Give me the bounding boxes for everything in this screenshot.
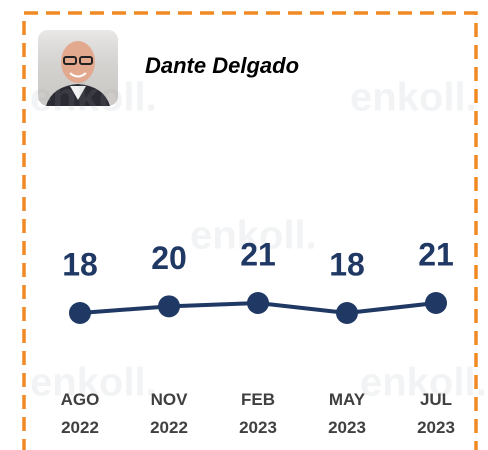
x-tick-label: MAY 2023 [328, 390, 366, 437]
chart-title: Dante Delgado [145, 53, 299, 78]
marker [158, 295, 180, 318]
watermark: enkoll. [30, 76, 157, 120]
value-label: 21 [418, 236, 454, 272]
marker [336, 302, 358, 324]
value-label: 18 [329, 246, 365, 282]
watermark: enkoll. [30, 361, 157, 405]
watermark: enkoll. [360, 361, 487, 405]
x-tick-label: AGO 2022 [60, 390, 100, 437]
value-label: 18 [62, 246, 98, 282]
x-tick-label: FEB 2023 [239, 390, 277, 437]
x-tick-label: NOV 2022 [150, 390, 188, 437]
avatar [38, 30, 118, 106]
marker [69, 302, 91, 324]
value-label: 21 [240, 236, 276, 272]
marker [425, 292, 447, 314]
watermark: enkoll. [350, 76, 477, 120]
marker [247, 292, 269, 314]
value-label: 20 [151, 240, 187, 276]
watermark: enkoll. [190, 214, 317, 258]
card-border [22, 11, 478, 450]
x-tick-label: JUL 2023 [417, 390, 455, 437]
